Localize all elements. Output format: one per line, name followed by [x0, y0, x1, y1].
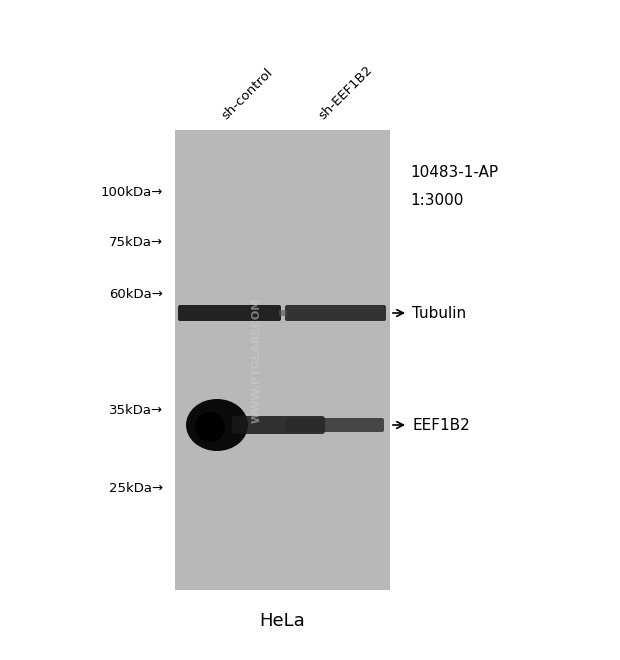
Text: 10483-1-AP: 10483-1-AP [410, 165, 498, 180]
FancyBboxPatch shape [232, 416, 325, 434]
Ellipse shape [186, 399, 248, 451]
Text: 35kDa→: 35kDa→ [109, 403, 163, 416]
Text: 100kDa→: 100kDa→ [100, 187, 163, 199]
Bar [175, 130, 390, 590]
FancyBboxPatch shape [178, 305, 281, 321]
FancyBboxPatch shape [285, 305, 386, 321]
Text: 1:3000: 1:3000 [410, 193, 463, 208]
Text: sh-EEF1B2: sh-EEF1B2 [316, 63, 375, 122]
Text: 60kDa→: 60kDa→ [109, 288, 163, 302]
Text: EEF1B2: EEF1B2 [412, 418, 470, 432]
Ellipse shape [195, 412, 225, 442]
FancyBboxPatch shape [285, 418, 384, 432]
Text: Tubulin: Tubulin [412, 306, 466, 321]
Text: sh-control: sh-control [219, 66, 276, 122]
Text: 25kDa→: 25kDa→ [109, 482, 163, 494]
Text: WWW.PTGLABECOM: WWW.PTGLABECOM [252, 298, 262, 422]
Bar [279, 310, 287, 316]
Text: 75kDa→: 75kDa→ [109, 236, 163, 249]
Text: HeLa: HeLa [260, 612, 306, 630]
